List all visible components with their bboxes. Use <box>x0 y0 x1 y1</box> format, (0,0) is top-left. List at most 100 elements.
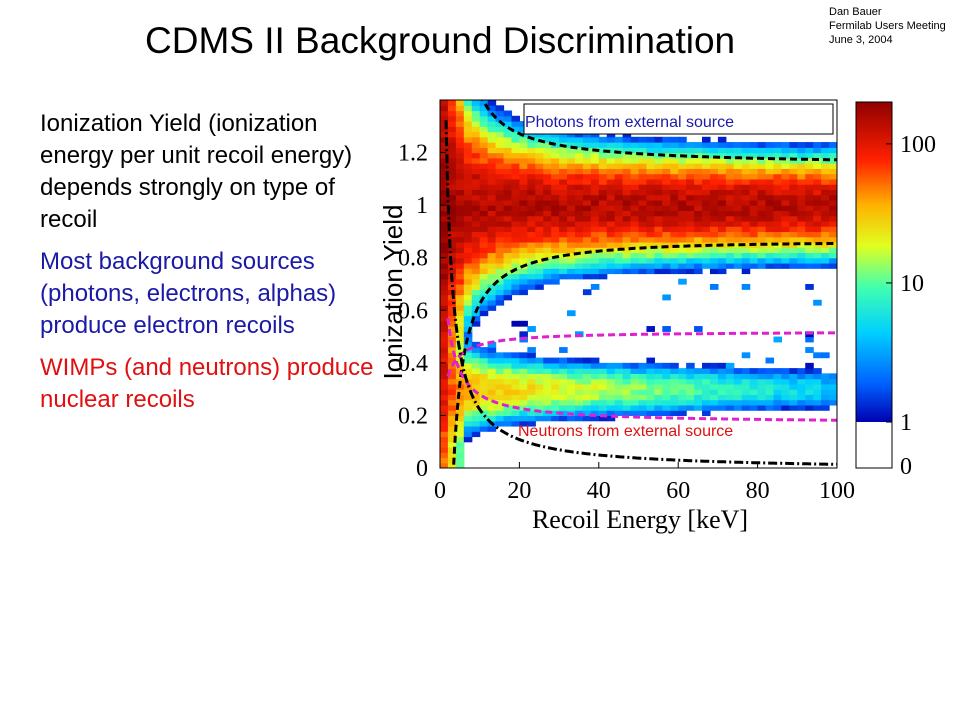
heatmap-cell <box>471 184 481 190</box>
heatmap-cell <box>622 241 632 248</box>
heatmap-cell <box>567 368 576 374</box>
heatmap-cell <box>463 199 473 206</box>
heatmap-cell <box>797 226 806 233</box>
heatmap-cell <box>479 105 489 112</box>
heatmap-cell <box>717 142 727 148</box>
heatmap-cell <box>678 163 687 169</box>
heatmap-cell <box>463 299 473 306</box>
heatmap-cell <box>829 147 837 154</box>
heatmap-cell <box>630 194 640 201</box>
heatmap-cell <box>582 404 592 411</box>
heatmap-cell <box>582 257 592 264</box>
heatmap-cell <box>447 383 457 390</box>
heatmap-cell <box>471 163 481 169</box>
heatmap-cell <box>757 404 767 411</box>
heatmap-cell <box>606 231 616 238</box>
heatmap-cell <box>543 136 552 143</box>
heatmap-cell <box>559 173 568 180</box>
heatmap-cell <box>765 189 775 196</box>
heatmap-cell <box>678 389 687 395</box>
heatmap-cell <box>606 399 616 406</box>
heatmap-cell <box>487 399 497 406</box>
heatmap-cell <box>821 163 830 169</box>
heatmap-cell <box>781 189 790 196</box>
heatmap-cell <box>590 389 600 395</box>
heatmap-cell <box>670 173 679 180</box>
heatmap-cell <box>559 157 568 164</box>
heatmap-cell <box>519 189 528 196</box>
heatmap-cell <box>686 199 695 206</box>
heatmap-cell <box>463 142 473 148</box>
heatmap-cell <box>670 404 679 411</box>
heatmap-cell <box>527 226 536 233</box>
heatmap-cell <box>638 189 648 196</box>
heatmap-cell <box>622 168 632 175</box>
heatmap-cell <box>765 368 775 374</box>
heatmap-cell <box>519 173 528 180</box>
heatmap-cell <box>590 383 600 390</box>
heatmap-cell <box>654 236 663 243</box>
heatmap-cell <box>511 273 520 280</box>
x-axis-label: Recoil Energy [keV] <box>532 505 748 534</box>
heatmap-cell <box>709 142 719 148</box>
heatmap-cell <box>598 268 608 275</box>
heatmap-cell <box>479 157 489 164</box>
heatmap-cell <box>582 410 592 417</box>
heatmap-cell <box>551 184 560 190</box>
heatmap-cell <box>598 410 608 417</box>
heatmap-cell <box>463 168 473 175</box>
heatmap-cell <box>741 257 751 264</box>
heatmap-cell <box>614 184 624 190</box>
heatmap-cell <box>606 157 616 164</box>
heatmap-cell <box>606 373 616 380</box>
heatmap-cell <box>559 226 568 233</box>
heatmap-cell <box>590 368 600 374</box>
heatmap-cell <box>487 294 497 301</box>
heatmap-cell <box>567 189 576 196</box>
heatmap-cell <box>717 362 727 369</box>
heatmap-cell <box>511 147 520 154</box>
heatmap-cell <box>678 278 687 285</box>
heatmap-cell <box>733 168 743 175</box>
heatmap-cell <box>678 231 687 238</box>
heatmap-cell <box>694 173 703 180</box>
heatmap-cell <box>582 289 592 296</box>
heatmap-cell <box>654 378 663 385</box>
heatmap-cell <box>781 236 790 243</box>
heatmap-cell <box>781 147 790 154</box>
heatmap-cell <box>463 305 473 311</box>
heatmap-cell <box>702 194 711 201</box>
heatmap-cell <box>527 399 536 406</box>
heatmap-cell <box>654 410 663 417</box>
heatmap-cell <box>582 415 592 422</box>
heatmap-cell <box>527 394 536 401</box>
heatmap-cell <box>789 199 798 206</box>
heatmap-cell <box>598 415 608 422</box>
heatmap-cell <box>487 236 497 243</box>
heatmap-cell <box>479 257 489 264</box>
heatmap-cell <box>567 178 576 185</box>
heatmap-cell <box>503 278 513 285</box>
heatmap-cell <box>646 199 655 206</box>
heatmap-cell <box>543 236 552 243</box>
heatmap-cell <box>789 152 798 159</box>
heatmap-cell <box>503 210 513 217</box>
heatmap-cell <box>471 294 481 301</box>
heatmap-cell <box>567 415 576 422</box>
heatmap-cell <box>654 362 663 369</box>
heatmap-cell <box>543 362 552 369</box>
heatmap-cell <box>440 236 449 243</box>
heatmap-cell <box>686 147 695 154</box>
heatmap-cell <box>567 152 576 159</box>
heatmap-cell <box>582 383 592 390</box>
heatmap-cell <box>821 199 830 206</box>
heatmap-cell <box>686 142 695 148</box>
heatmap-cell <box>765 152 775 159</box>
heatmap-cell <box>479 357 489 364</box>
heatmap-cell <box>440 205 449 211</box>
heatmap-cell <box>741 184 751 190</box>
heatmap-cell <box>511 278 520 285</box>
heatmap-cell <box>757 205 767 211</box>
heatmap-cell <box>527 410 536 417</box>
heatmap-cell <box>789 189 798 196</box>
